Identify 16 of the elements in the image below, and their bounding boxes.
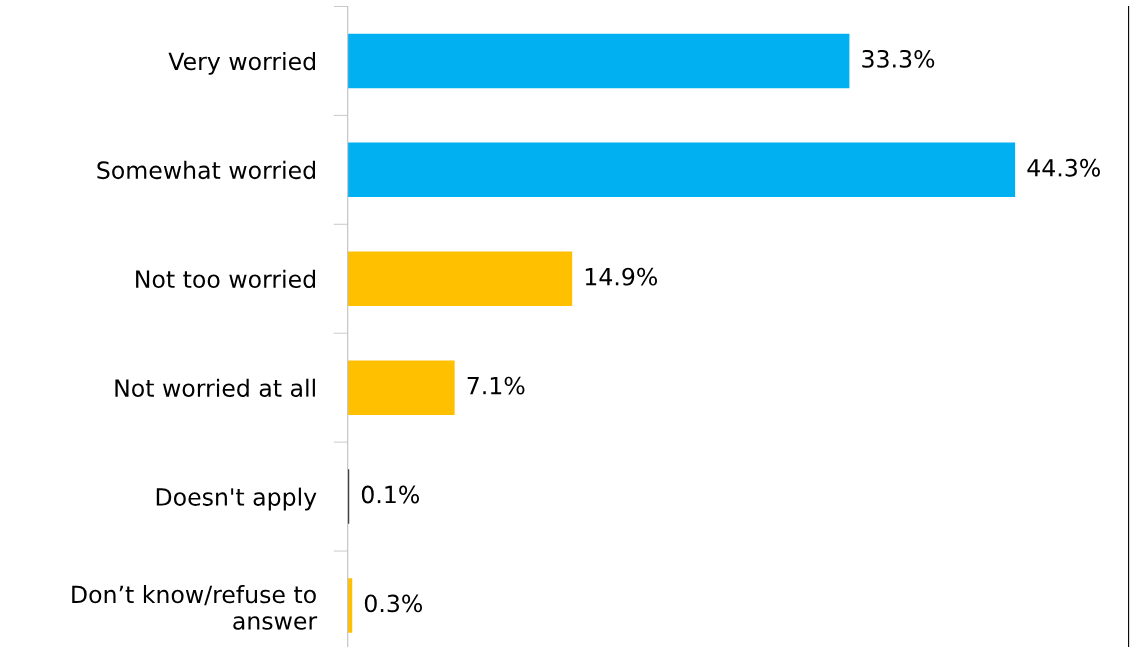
- bar: [347, 33, 850, 89]
- y-tick-label: Not too worried: [136, 269, 315, 289]
- data-label: 0.3%: [364, 594, 423, 613]
- y-tick-label: Not worried at all: [115, 378, 315, 397]
- y-tick-label: Very worried: [168, 51, 315, 75]
- data-label: 44.3%: [1027, 158, 1100, 177]
- y-tick-label: Doesn't apply: [156, 487, 317, 511]
- bar: [347, 360, 455, 415]
- data-label: 33.3%: [862, 49, 935, 68]
- y-tick-label: Somewhat worried: [97, 160, 315, 180]
- bar: [347, 251, 573, 306]
- bar: [347, 142, 1016, 198]
- y-tick-label: Don’t know/refuse to answer: [72, 585, 318, 630]
- data-label: 14.9%: [585, 267, 657, 286]
- data-label: 0.1%: [361, 485, 419, 504]
- data-label: 7.1%: [467, 376, 525, 395]
